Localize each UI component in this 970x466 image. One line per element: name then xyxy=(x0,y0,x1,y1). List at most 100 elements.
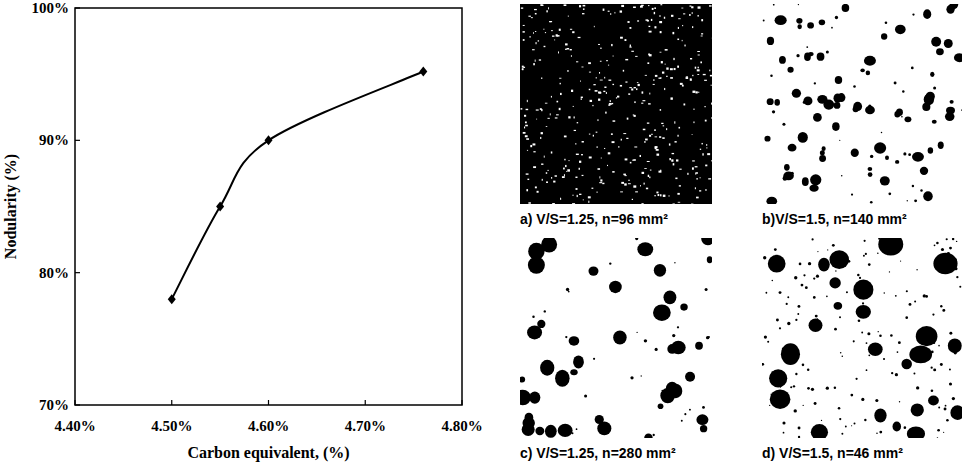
graphite-speck xyxy=(932,313,934,315)
data-point xyxy=(216,202,224,212)
graphite-speck xyxy=(796,54,799,57)
matrix-speck xyxy=(532,32,534,33)
graphite-speck xyxy=(803,101,806,104)
graphite-nodule xyxy=(569,336,580,346)
matrix-speck xyxy=(537,191,539,193)
matrix-speck xyxy=(658,194,660,196)
graphite-speck xyxy=(532,316,534,318)
matrix-speck xyxy=(698,91,700,93)
graphite-speck xyxy=(805,286,808,289)
matrix-speck xyxy=(582,175,584,176)
matrix-speck xyxy=(700,177,701,179)
graphite-speck xyxy=(814,402,817,405)
graphite-speck xyxy=(899,401,900,402)
matrix-speck xyxy=(680,83,683,85)
matrix-speck xyxy=(654,26,656,28)
matrix-speck xyxy=(620,10,622,12)
matrix-speck xyxy=(603,91,605,92)
matrix-speck xyxy=(540,4,542,5)
graphite-speck xyxy=(771,393,772,394)
matrix-speck xyxy=(705,165,707,167)
matrix-speck xyxy=(617,96,619,98)
graphite-nodule xyxy=(700,425,707,432)
matrix-speck xyxy=(663,195,666,197)
matrix-speck xyxy=(574,130,576,131)
graphite-speck xyxy=(794,276,797,279)
matrix-speck xyxy=(562,176,565,178)
matrix-speck xyxy=(612,103,613,104)
graphite-speck xyxy=(782,123,785,126)
graphite-nodule xyxy=(868,172,873,177)
matrix-speck xyxy=(678,27,679,29)
matrix-speck xyxy=(660,109,661,111)
graphite-speck xyxy=(938,345,940,347)
graphite-speck xyxy=(943,432,944,433)
graphite-nodule xyxy=(535,427,544,435)
graphite-speck xyxy=(779,327,781,329)
matrix-speck xyxy=(666,76,667,77)
graphite-speck xyxy=(816,275,819,278)
graphite-speck xyxy=(780,373,782,375)
x-tick xyxy=(461,400,462,405)
matrix-speck xyxy=(695,91,697,93)
graphite-speck xyxy=(955,348,958,351)
matrix-speck xyxy=(672,153,675,154)
graphite-speck xyxy=(826,296,828,298)
graphite-nodule xyxy=(658,403,664,409)
graphite-speck xyxy=(884,292,886,294)
matrix-speck xyxy=(541,78,542,79)
graphite-speck xyxy=(817,318,819,320)
matrix-speck xyxy=(698,6,701,8)
matrix-speck xyxy=(631,51,634,52)
matrix-speck xyxy=(590,100,592,102)
matrix-speck xyxy=(648,175,649,177)
matrix-speck xyxy=(651,133,653,135)
matrix-speck xyxy=(599,92,601,94)
matrix-speck xyxy=(560,83,561,84)
graphite-speck xyxy=(909,303,912,306)
graphite-nodule xyxy=(930,72,934,77)
matrix-speck xyxy=(644,183,645,185)
matrix-speck xyxy=(659,21,662,23)
matrix-speck xyxy=(573,105,574,107)
graphite-speck xyxy=(609,262,611,264)
matrix-speck xyxy=(634,115,636,117)
matrix-speck xyxy=(546,10,547,12)
graphite-nodule xyxy=(809,318,823,332)
graphite-speck xyxy=(868,105,871,108)
matrix-speck xyxy=(605,92,607,94)
graphite-speck xyxy=(900,260,901,261)
matrix-speck xyxy=(677,66,679,68)
matrix-speck xyxy=(693,121,694,123)
graphite-speck xyxy=(898,341,901,344)
graphite-speck xyxy=(813,296,816,299)
matrix-speck xyxy=(677,193,679,195)
matrix-speck xyxy=(579,161,581,163)
graphite-nodule xyxy=(924,94,934,106)
graphite-speck xyxy=(821,420,822,421)
graphite-nodule xyxy=(613,331,627,345)
nodularity-line xyxy=(172,72,424,300)
graphite-speck xyxy=(934,403,936,405)
matrix-speck xyxy=(659,136,661,138)
graphite-nodule xyxy=(860,69,865,73)
matrix-speck xyxy=(675,178,677,180)
matrix-speck xyxy=(526,173,529,174)
matrix-speck xyxy=(660,51,662,53)
matrix-speck xyxy=(691,134,693,136)
matrix-speck xyxy=(665,49,668,51)
graphite-speck xyxy=(795,373,797,375)
matrix-speck xyxy=(709,5,712,6)
graphite-nodule xyxy=(667,344,677,354)
matrix-speck xyxy=(665,63,666,65)
matrix-speck xyxy=(670,77,673,79)
matrix-speck xyxy=(637,82,639,84)
matrix-speck xyxy=(654,129,656,130)
graphite-speck xyxy=(834,328,837,331)
graphite-speck xyxy=(798,427,801,430)
x-tick-label: 4.80% xyxy=(441,418,482,434)
matrix-speck xyxy=(602,183,604,184)
graphite-nodule xyxy=(819,155,826,162)
graphite-speck xyxy=(684,413,686,415)
matrix-speck xyxy=(565,43,568,45)
